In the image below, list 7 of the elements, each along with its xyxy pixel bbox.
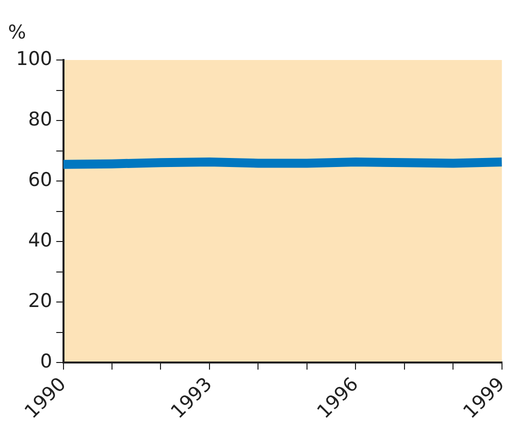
y-tick-label: 80: [28, 108, 52, 130]
y-axis-title: %: [8, 21, 26, 44]
y-tick-label: 0: [40, 350, 52, 373]
y-tick-label: 100: [16, 48, 52, 70]
y-tick-label: 60: [28, 169, 52, 192]
y-tick-label: 20: [28, 290, 52, 312]
y-tick-label: 40: [28, 230, 52, 252]
